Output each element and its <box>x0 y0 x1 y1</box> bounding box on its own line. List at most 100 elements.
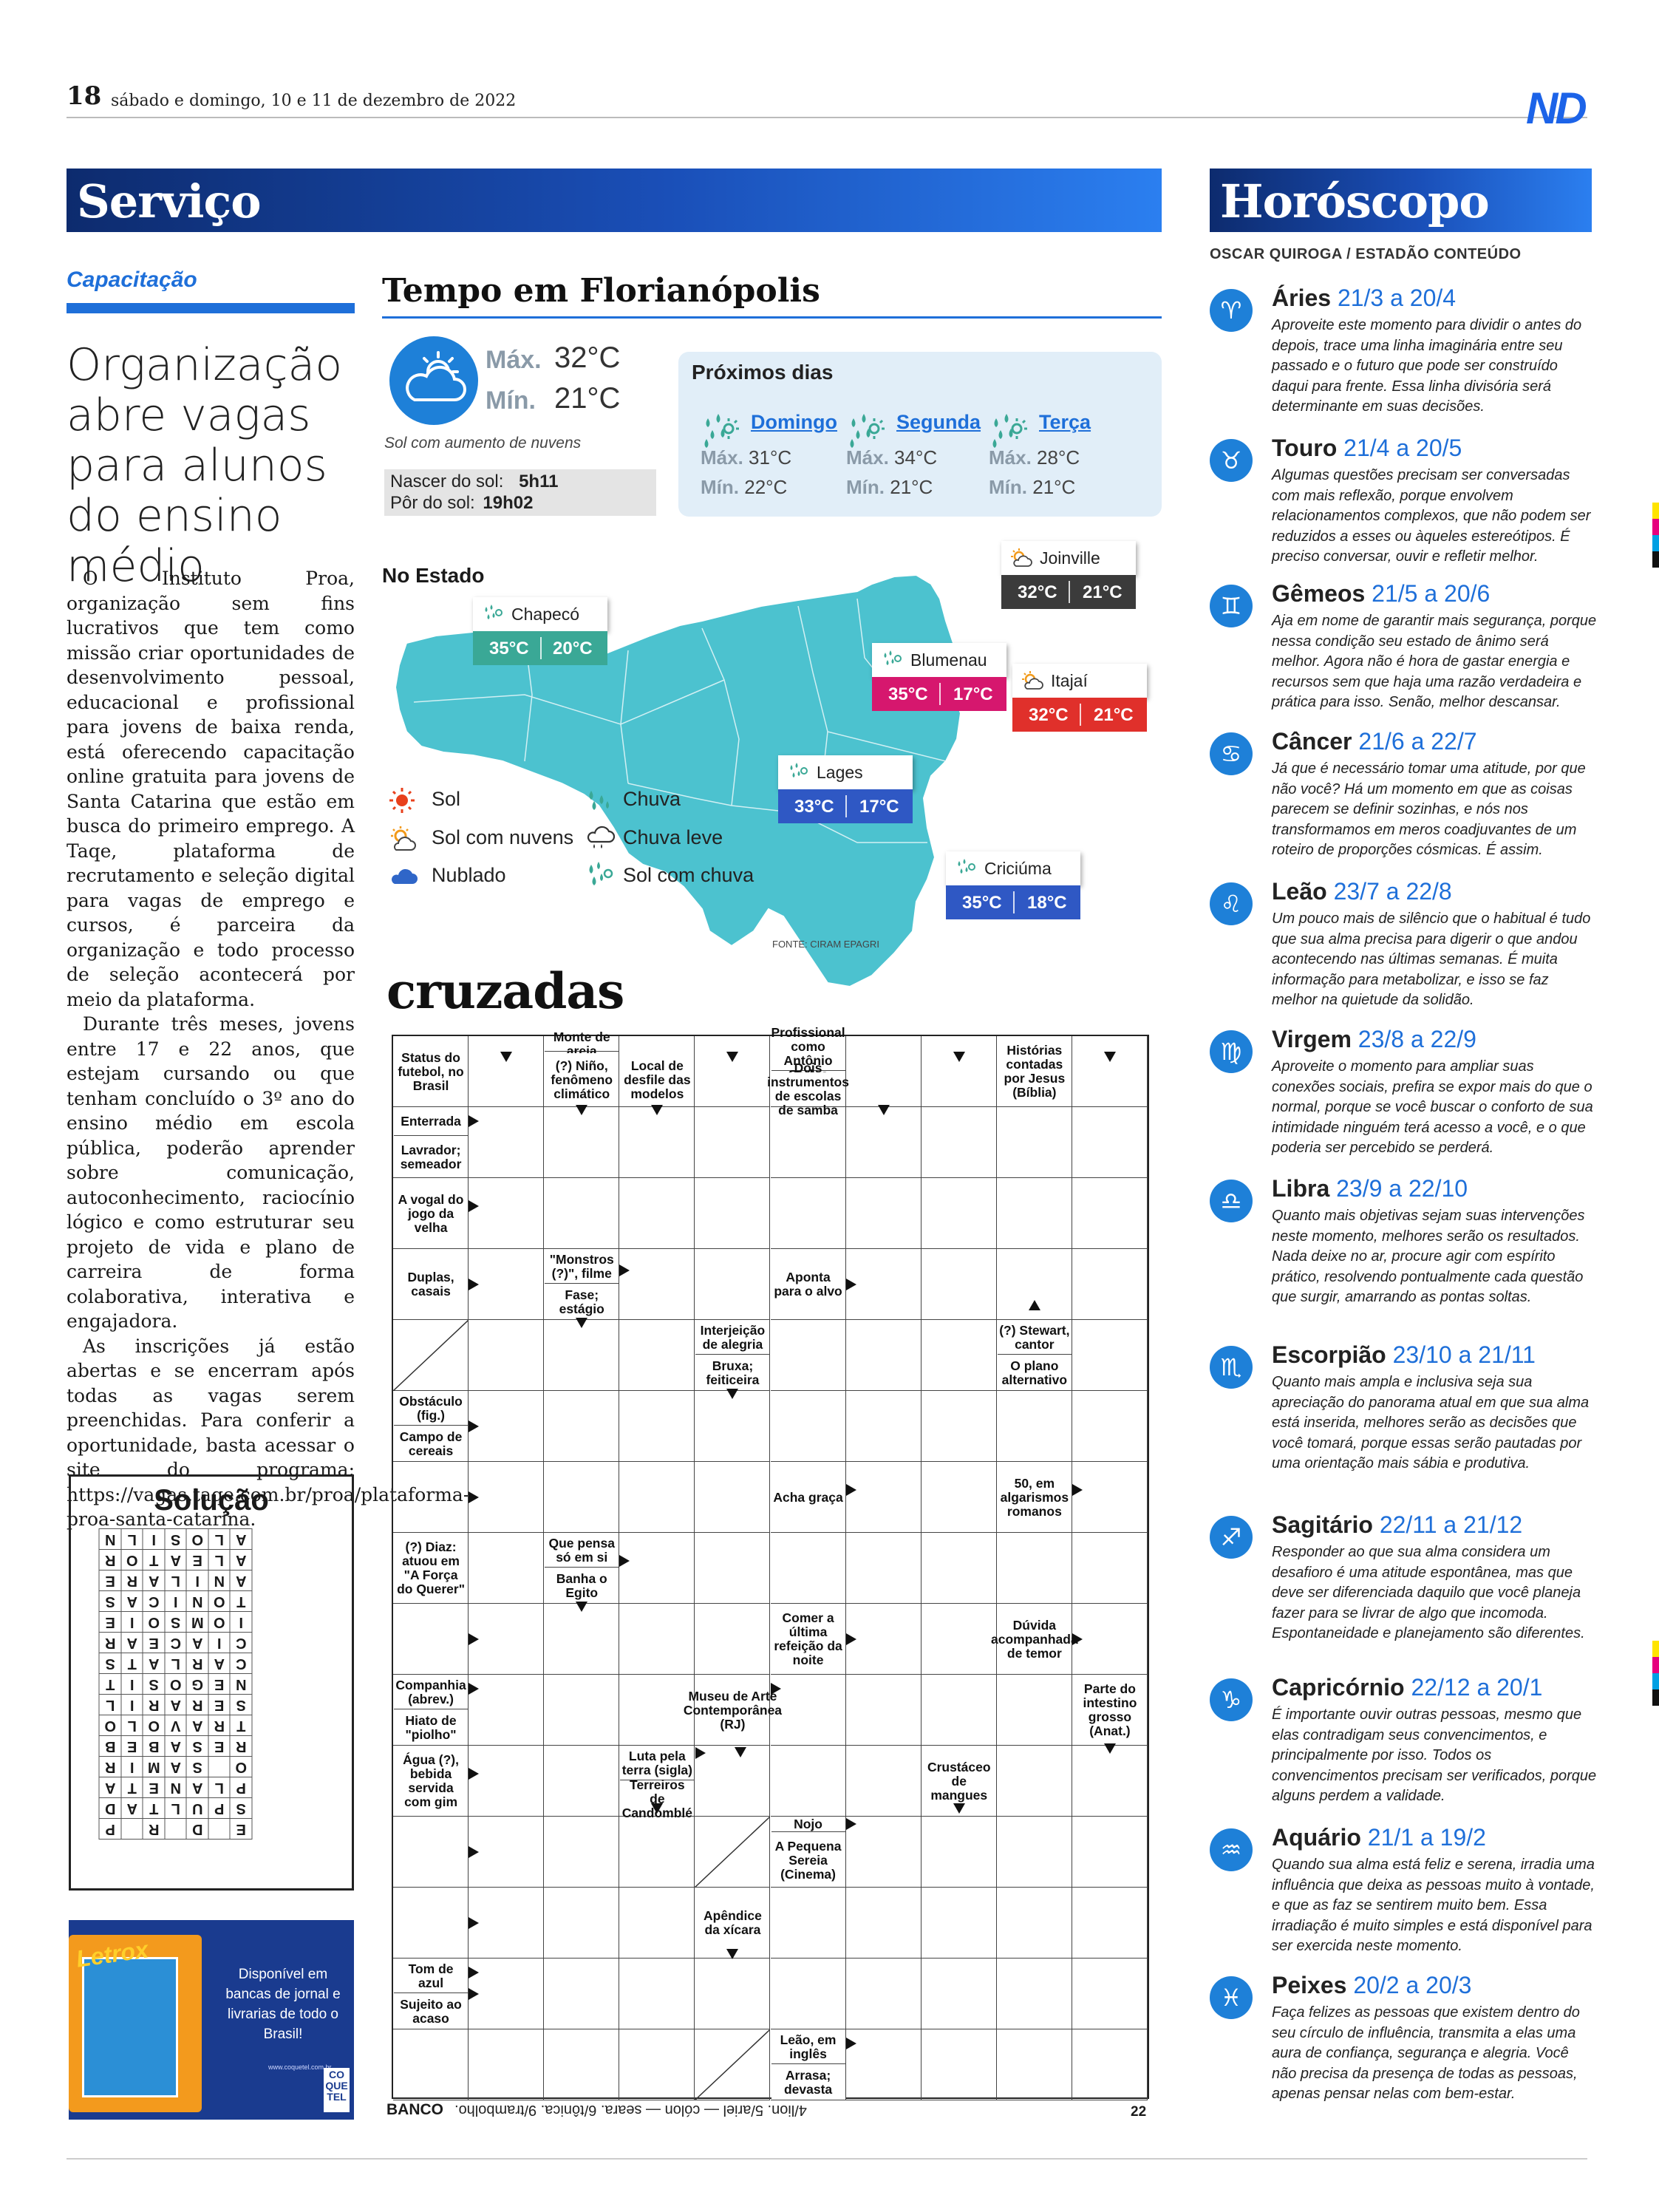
crossword-cell[interactable] <box>1072 1462 1148 1533</box>
crossword-cell[interactable] <box>393 2029 469 2100</box>
crossword-cell[interactable] <box>393 1462 469 1533</box>
crossword-cell[interactable] <box>619 1391 695 1462</box>
crossword-cell[interactable] <box>1072 1320 1148 1391</box>
crossword-cell[interactable] <box>469 1675 545 1746</box>
crossword-cell[interactable] <box>695 2029 771 2100</box>
crossword-cell[interactable] <box>619 1462 695 1533</box>
crossword-cell[interactable] <box>996 1107 1072 1178</box>
crossword-cell[interactable] <box>845 1391 922 1462</box>
crossword-cell[interactable] <box>544 1604 620 1675</box>
crossword-cell[interactable] <box>845 1746 922 1817</box>
crossword-cell[interactable] <box>921 1675 997 1746</box>
crossword-cell[interactable] <box>996 1888 1072 1959</box>
crossword-cell[interactable] <box>996 1249 1072 1320</box>
crossword-cell[interactable] <box>1072 1391 1148 1462</box>
crossword-cell[interactable] <box>544 1391 620 1462</box>
crossword-cell[interactable] <box>393 1249 469 1320</box>
crossword-cell[interactable] <box>393 1036 469 1107</box>
crossword-cell[interactable] <box>393 1604 469 1675</box>
crossword-cell[interactable] <box>393 1178 469 1249</box>
crossword-cell[interactable] <box>921 1888 997 1959</box>
crossword-cell[interactable] <box>544 1462 620 1533</box>
crossword-cell[interactable] <box>1072 1178 1148 1249</box>
crossword-cell[interactable] <box>393 1391 469 1462</box>
crossword-cell[interactable] <box>695 1746 771 1817</box>
crossword-cell[interactable] <box>921 1178 997 1249</box>
crossword-cell[interactable] <box>770 1746 846 1817</box>
crossword-cell[interactable] <box>921 1036 997 1107</box>
crossword-cell[interactable] <box>845 1888 922 1959</box>
crossword-cell[interactable] <box>770 2029 846 2100</box>
crossword-cell[interactable] <box>1072 1959 1148 2029</box>
crossword-cell[interactable] <box>619 2029 695 2100</box>
crossword-cell[interactable] <box>469 1462 545 1533</box>
crossword-cell[interactable] <box>469 1959 545 2029</box>
crossword-cell[interactable] <box>544 1107 620 1178</box>
crossword-cell[interactable] <box>393 1533 469 1604</box>
crossword-cell[interactable] <box>1072 1604 1148 1675</box>
crossword-cell[interactable] <box>845 1533 922 1604</box>
crossword-cell[interactable] <box>921 1533 997 1604</box>
crossword-cell[interactable] <box>393 1320 469 1391</box>
crossword-cell[interactable] <box>770 1959 846 2029</box>
crossword-cell[interactable] <box>544 2029 620 2100</box>
crossword-cell[interactable] <box>770 1320 846 1391</box>
crossword-cell[interactable] <box>695 1462 771 1533</box>
crossword-cell[interactable] <box>619 1746 695 1817</box>
crossword-cell[interactable] <box>921 2029 997 2100</box>
crossword-cell[interactable] <box>996 2029 1072 2100</box>
crossword-cell[interactable] <box>695 1959 771 2029</box>
crossword-cell[interactable] <box>619 1604 695 1675</box>
crossword-cell[interactable] <box>544 1320 620 1391</box>
crossword-cell[interactable] <box>695 1604 771 1675</box>
crossword-cell[interactable] <box>996 1178 1072 1249</box>
crossword-cell[interactable] <box>921 1462 997 1533</box>
crossword-cell[interactable] <box>996 1959 1072 2029</box>
crossword-cell[interactable] <box>544 1178 620 1249</box>
crossword-cell[interactable] <box>469 1249 545 1320</box>
crossword-cell[interactable] <box>469 1604 545 1675</box>
crossword-cell[interactable] <box>921 1746 997 1817</box>
crossword-cell[interactable] <box>921 1959 997 2029</box>
crossword-cell[interactable] <box>996 1604 1072 1675</box>
crossword-cell[interactable] <box>921 1604 997 1675</box>
crossword-cell[interactable] <box>1072 1036 1148 1107</box>
crossword-cell[interactable] <box>619 1178 695 1249</box>
crossword-cell[interactable] <box>845 1107 922 1178</box>
crossword-cell[interactable] <box>845 1249 922 1320</box>
crossword-cell[interactable] <box>469 1888 545 1959</box>
crossword-cell[interactable] <box>695 1817 771 1888</box>
crossword-cell[interactable] <box>770 1391 846 1462</box>
crossword-cell[interactable] <box>845 1178 922 1249</box>
crossword-cell[interactable] <box>1072 1107 1148 1178</box>
crossword-cell[interactable] <box>921 1817 997 1888</box>
crossword-cell[interactable] <box>996 1320 1072 1391</box>
crossword-cell[interactable] <box>770 1178 846 1249</box>
crossword-cell[interactable] <box>393 1675 469 1746</box>
crossword-cell[interactable] <box>469 2029 545 2100</box>
crossword-cell[interactable] <box>770 1107 846 1178</box>
crossword-cell[interactable] <box>1072 1746 1148 1817</box>
crossword-cell[interactable] <box>469 1178 545 1249</box>
crossword-cell[interactable] <box>770 1604 846 1675</box>
crossword-cell[interactable] <box>469 1533 545 1604</box>
crossword-cell[interactable] <box>770 1036 846 1107</box>
crossword-cell[interactable] <box>393 1959 469 2029</box>
crossword-cell[interactable] <box>619 1959 695 2029</box>
crossword-cell[interactable] <box>619 1888 695 1959</box>
crossword-cell[interactable] <box>544 1746 620 1817</box>
crossword-cell[interactable] <box>469 1107 545 1178</box>
coquetel-ad[interactable]: Letrox Disponível em bancas de jornal e … <box>69 1920 354 2120</box>
crossword-cell[interactable] <box>469 1391 545 1462</box>
crossword-cell[interactable] <box>770 1533 846 1604</box>
crossword-cell[interactable] <box>996 1746 1072 1817</box>
crossword-cell[interactable] <box>544 1817 620 1888</box>
crossword-cell[interactable] <box>393 1746 469 1817</box>
crossword-cell[interactable] <box>695 1107 771 1178</box>
crossword-cell[interactable] <box>845 1462 922 1533</box>
crossword-cell[interactable] <box>619 1675 695 1746</box>
crossword-cell[interactable] <box>921 1320 997 1391</box>
crossword-cell[interactable] <box>1072 2029 1148 2100</box>
crossword-cell[interactable] <box>695 1249 771 1320</box>
crossword-cell[interactable] <box>770 1249 846 1320</box>
